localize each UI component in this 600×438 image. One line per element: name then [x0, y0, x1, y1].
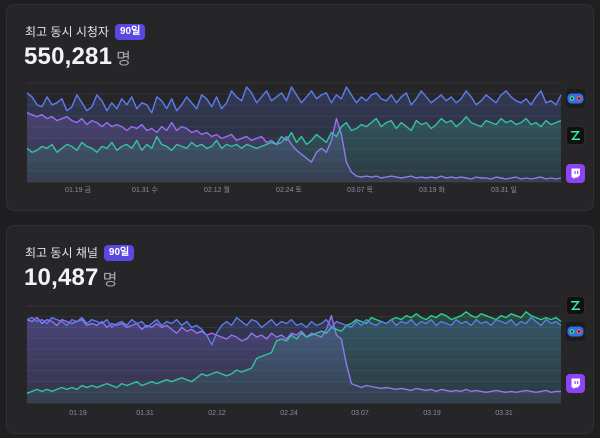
stat-value: 10,487 명 [24, 264, 117, 292]
youtube-icon [566, 322, 585, 341]
chzzk-icon [566, 296, 585, 315]
youtube-series-line [26, 86, 562, 114]
card-title: 최고 동시 채널 [25, 246, 98, 260]
period-badge[interactable]: 90일 [114, 23, 146, 40]
x-tick-label: 02.24 토 [276, 186, 302, 194]
x-tick-label: 03.19 [423, 410, 441, 417]
peak-channels-chart: 01.19 01.31 02.12 02.24 03.07 03.19 03.31 [26, 305, 562, 417]
twitch-icon [566, 374, 585, 393]
x-tick-label: 02.12 월 [204, 185, 230, 194]
x-tick-label: 03.31 [495, 410, 513, 417]
youtube-icon [566, 89, 585, 108]
youtube-area [27, 317, 561, 403]
card-title: 최고 동시 시청자 [25, 25, 109, 39]
peak-viewers-card: 01.19 금 01.31 수 02.12 월 02.24 토 03.07 목 03.19… [6, 4, 594, 211]
x-tick-label: 01.19 [69, 410, 87, 417]
period-badge[interactable]: 90일 [103, 244, 135, 261]
x-tick-label: 02.24 [280, 410, 298, 417]
x-tick-label: 03.07 [351, 410, 369, 417]
x-tick-label: 03.31 일 [491, 185, 517, 194]
x-tick-label: 01.19 금 [65, 186, 91, 194]
chzzk-icon [566, 126, 585, 145]
peak-channels-card: 01.19 01.31 02.12 02.24 03.07 03.19 03.31 최고 동… [6, 225, 594, 434]
stat-unit: 명 [116, 51, 131, 68]
x-tick-label: 02.12 [208, 410, 226, 417]
card-header: 최고 동시 채널 90일 [25, 244, 135, 261]
x-tick-label: 03.07 목 [347, 186, 373, 194]
youtube-series-line [26, 316, 562, 346]
card-header: 최고 동시 시청자 90일 [25, 23, 146, 40]
peak-viewers-chart: 01.19 금 01.31 수 02.12 월 02.24 토 03.07 목 03.19… [26, 82, 562, 194]
youtube-area [27, 87, 561, 182]
twitch-icon [566, 164, 585, 183]
x-tick-label: 01.31 [136, 410, 154, 417]
stat-number: 10,487 [24, 264, 99, 291]
stat-unit: 명 [102, 272, 118, 289]
x-tick-label: 01.31 수 [132, 186, 158, 194]
x-tick-label: 03.19 화 [419, 186, 445, 194]
stat-value: 550,281 명 [24, 43, 131, 71]
stat-number: 550,281 [24, 43, 113, 70]
